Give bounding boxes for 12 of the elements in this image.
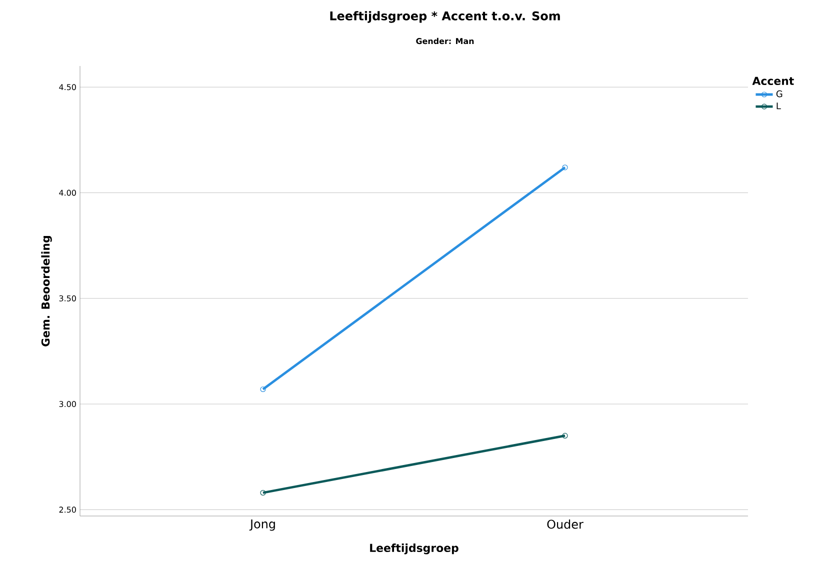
legend-label: G [776, 90, 782, 98]
legend-title: Accent [752, 76, 794, 86]
x-tick-label: Jong [249, 520, 275, 531]
point [260, 386, 266, 392]
x-axis-title: Leeftijdsgroep [370, 544, 458, 554]
y-axis-title: Gem. Beoordeling [41, 236, 52, 346]
point [562, 432, 568, 439]
x-tick-label: Ouder [547, 520, 584, 529]
chart-title: Leeftijdsgroep * Accent t.o.v. Som [330, 11, 560, 23]
point [260, 490, 266, 496]
point [562, 164, 568, 170]
legend-label: L [776, 102, 781, 110]
